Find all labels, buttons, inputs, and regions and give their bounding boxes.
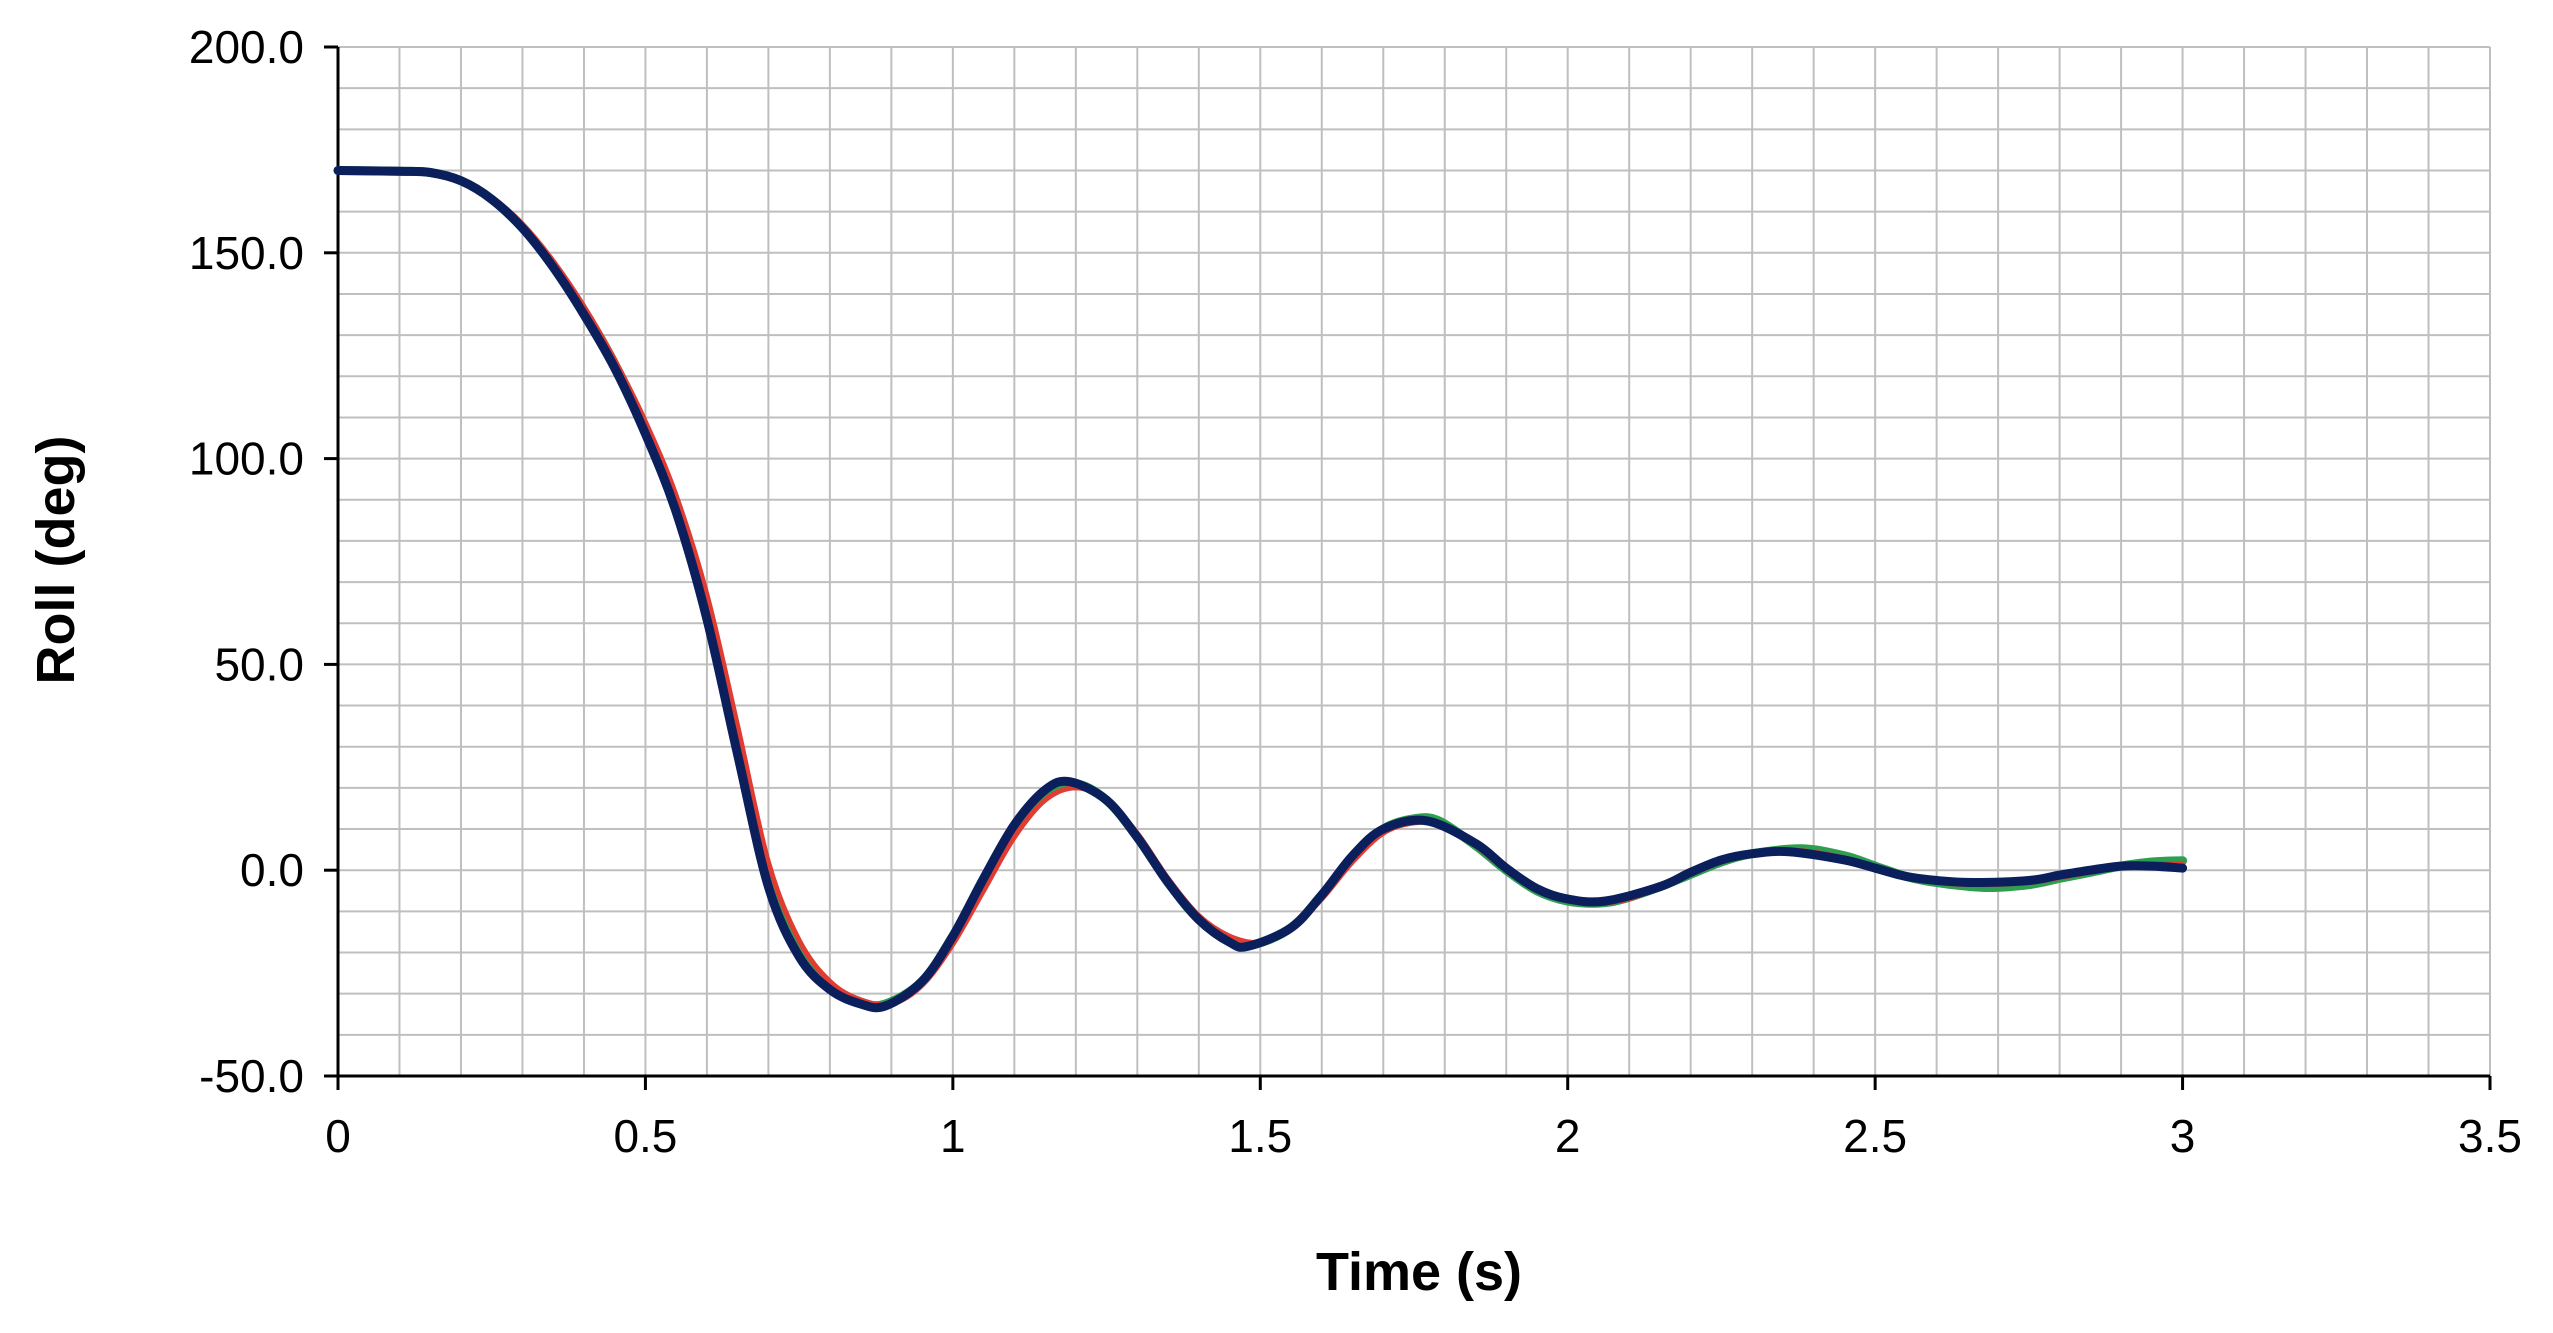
series-lines xyxy=(333,166,2188,1013)
y-tick-label: 100.0 xyxy=(189,433,304,485)
axes xyxy=(324,45,2492,1090)
grid xyxy=(337,46,2491,1077)
tick-labels: 0 0.5 1 1.5 2 2.5 3 3.5 -50.0 0.0 50.0 100.0 150.0 20… xyxy=(189,21,2522,1162)
x-tick-label: 0.5 xyxy=(613,1110,677,1162)
x-tick-label: 1 xyxy=(940,1110,966,1162)
x-tick-label: 2 xyxy=(1555,1110,1581,1162)
x-tick-label: 2.5 xyxy=(1843,1110,1907,1162)
x-tick-label: 0 xyxy=(325,1110,351,1162)
y-tick-label: 150.0 xyxy=(189,227,304,279)
y-tick-label: 50.0 xyxy=(214,638,304,690)
x-tick-label: 1.5 xyxy=(1228,1110,1292,1162)
y-tick-label: 0.0 xyxy=(240,844,304,896)
y-tick-label: 200.0 xyxy=(189,21,304,73)
x-axis-title: Time (s) xyxy=(1316,1242,1522,1302)
series-line-3 xyxy=(333,166,2188,1013)
y-tick-label: -50.0 xyxy=(199,1050,304,1102)
x-tick-label: 3 xyxy=(2170,1110,2196,1162)
x-tick-label: 3.5 xyxy=(2458,1110,2522,1162)
y-axis-title: Roll (deg) xyxy=(26,436,86,685)
